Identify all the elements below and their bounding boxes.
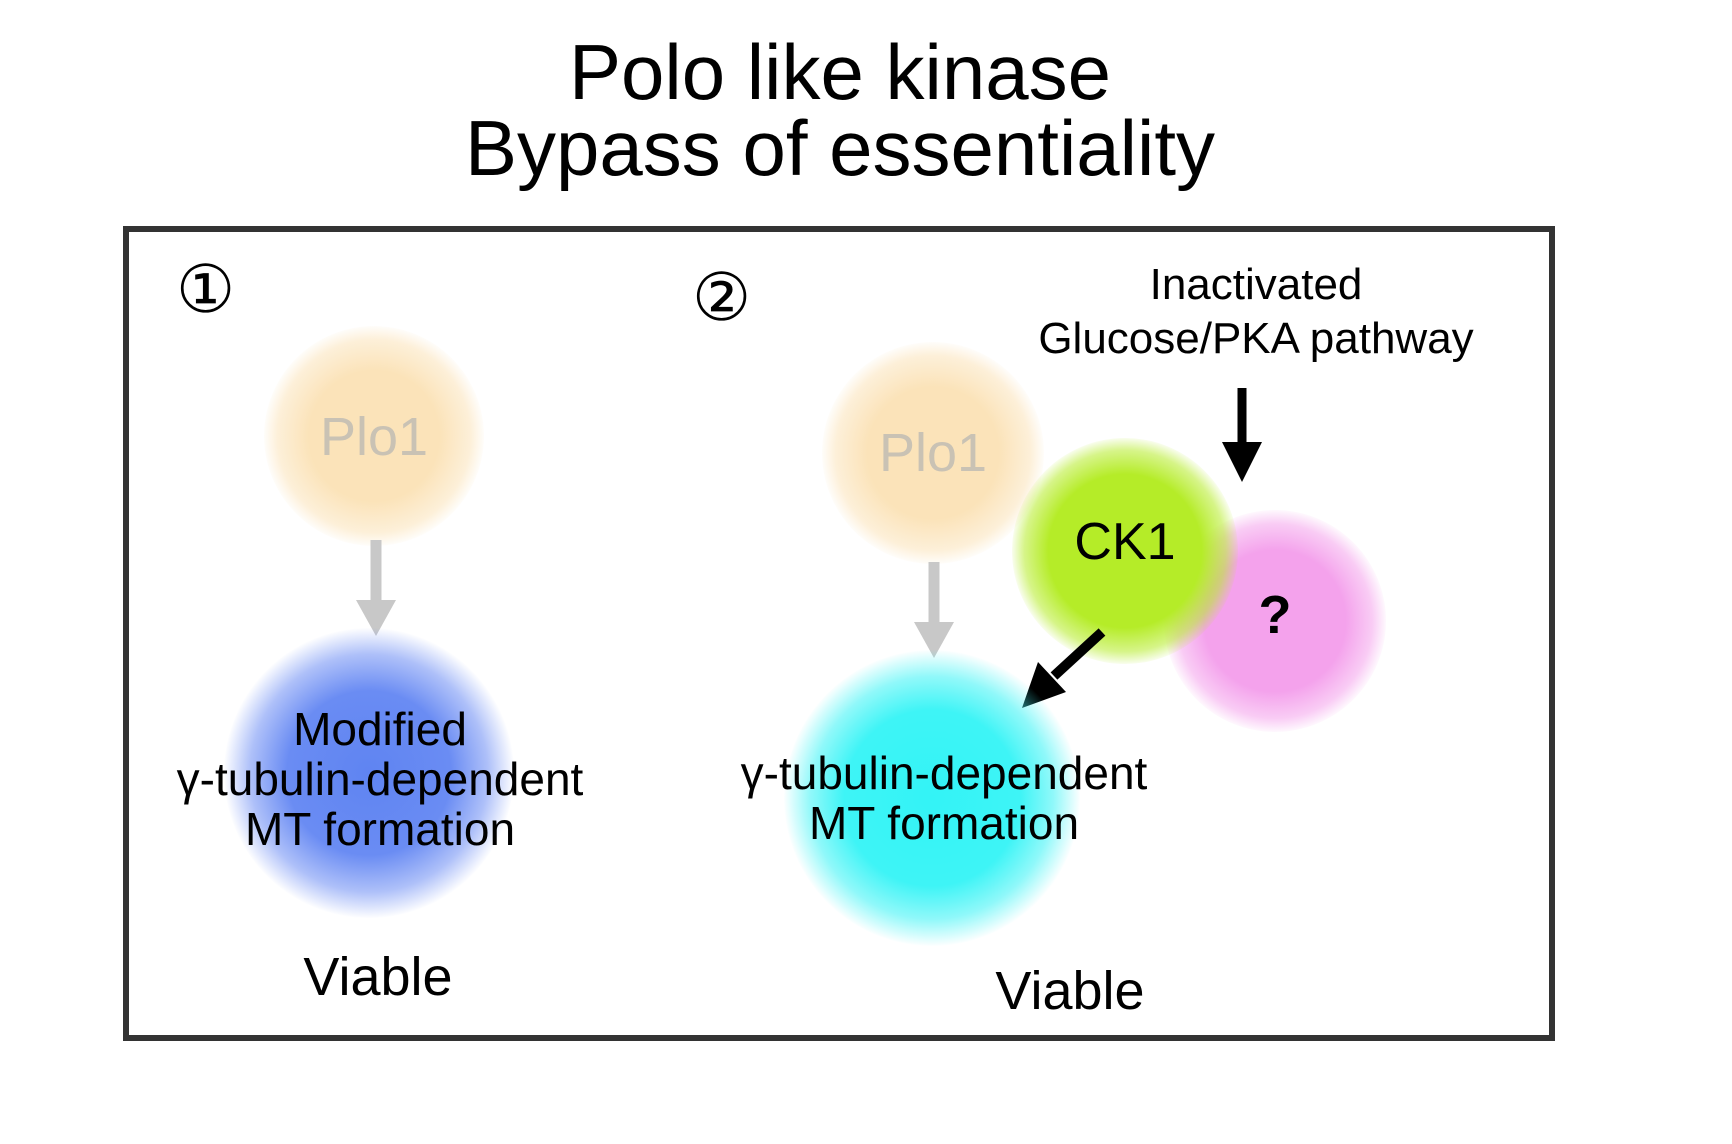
ck1-blob — [1012, 438, 1238, 664]
plo1-blob-panel-2 — [822, 342, 1044, 564]
pathway-line-1: Inactivated — [1149, 260, 1363, 309]
modified-mt-label: Modified γ-tubulin-dependent MT formatio… — [130, 704, 630, 854]
panel-1-number: ① — [176, 252, 236, 326]
viable-label-panel-2: Viable — [995, 961, 1145, 1021]
mt-blob — [784, 650, 1080, 946]
black-arrow-down — [1222, 388, 1262, 482]
unknown-factor-label: ? — [1258, 585, 1292, 645]
title-line-2: Bypass of essentiality — [464, 104, 1216, 192]
diagram-title: Polo like kinase Bypass of essentiality — [0, 28, 1680, 192]
panel-2-number: ② — [692, 260, 752, 334]
modified-mt-line-3: MT formation — [244, 803, 516, 855]
gray-arrow-panel-1 — [356, 540, 396, 636]
mt-line-1: γ-tubulin-dependent — [740, 747, 1148, 799]
ck1-label: CK1 — [1074, 513, 1176, 571]
pathway-label: Inactivated Glucose/PKA pathway — [1006, 258, 1506, 366]
plo1-label-panel-2: Plo1 — [878, 423, 988, 483]
mt-label: γ-tubulin-dependent MT formation — [694, 748, 1194, 848]
plo1-blob-panel-1 — [264, 326, 484, 546]
gray-arrow-panel-2 — [914, 562, 954, 658]
title-line-1: Polo like kinase — [569, 28, 1111, 116]
mt-line-2: MT formation — [808, 797, 1080, 849]
plo1-label-panel-1: Plo1 — [319, 407, 429, 467]
modified-mt-line-1: Modified — [293, 703, 467, 755]
pathway-line-2: Glucose/PKA pathway — [1038, 314, 1474, 363]
viable-label-panel-1: Viable — [303, 947, 453, 1007]
modified-mt-blob — [224, 628, 514, 918]
modified-mt-line-2: γ-tubulin-dependent — [176, 753, 584, 805]
diagram-frame — [123, 226, 1555, 1041]
